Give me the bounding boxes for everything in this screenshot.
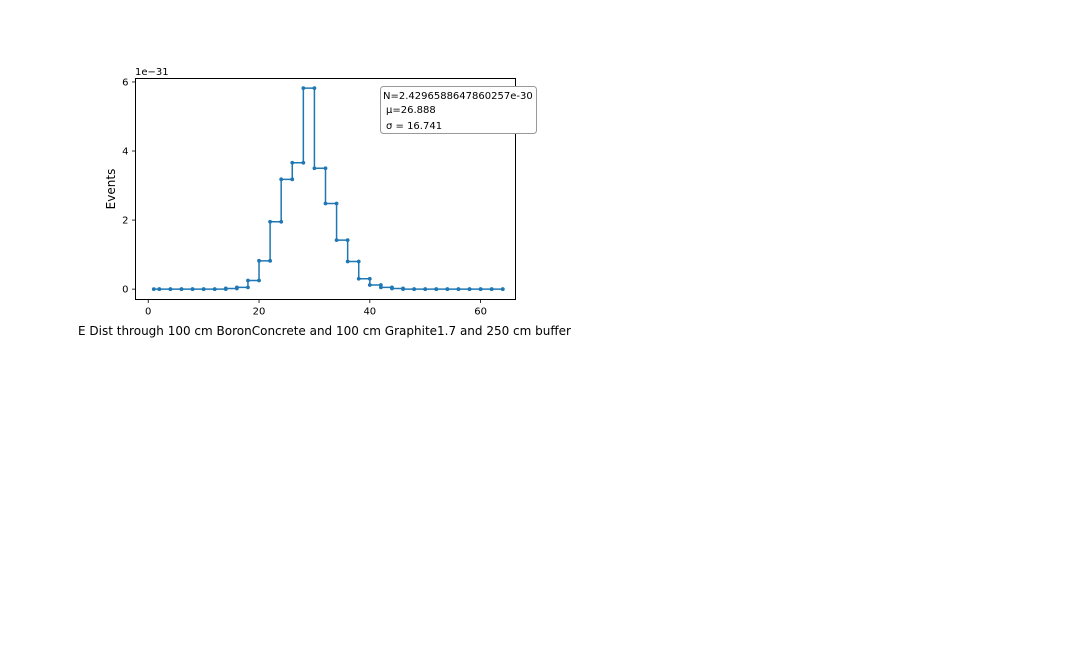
y-tick-label: 4 (122, 147, 128, 158)
data-point (334, 201, 339, 206)
data-point (223, 286, 228, 291)
y-offset-label: 1e−31 (135, 67, 169, 78)
data-point (246, 278, 250, 283)
data-point (201, 287, 206, 292)
y-tick-label: 0 (122, 285, 128, 296)
data-point (179, 287, 184, 292)
data-point (434, 287, 439, 292)
x-axis: 0 20 40 60 (145, 299, 487, 318)
data-point (301, 86, 306, 91)
data-point (467, 287, 472, 292)
data-point (312, 86, 317, 91)
axes-frame (135, 78, 516, 300)
data-point (445, 287, 450, 292)
data-point (323, 201, 328, 206)
data-point (401, 287, 405, 292)
data-point (234, 285, 239, 290)
data-point (334, 238, 339, 243)
data-point (367, 276, 372, 281)
y-axis: 0 2 4 6 (122, 77, 136, 296)
data-point (356, 276, 361, 281)
data-point (345, 238, 350, 243)
data-point (151, 287, 156, 292)
data-point (489, 287, 494, 292)
stats-box: N=2.4296588647860257e-30 μ=26.888 σ = 16… (380, 86, 537, 134)
data-point (290, 177, 295, 182)
data-point (456, 287, 461, 292)
stats-box-frame (380, 86, 537, 134)
data-point (212, 287, 217, 292)
stats-mu: μ=26.888 (386, 105, 436, 116)
data-point (390, 286, 394, 291)
plot-area (151, 86, 505, 292)
y-axis-label: Events (104, 169, 118, 210)
x-tick-label: 20 (253, 307, 266, 318)
data-point (157, 287, 162, 292)
data-point (323, 166, 328, 171)
data-point (312, 166, 317, 171)
data-point (500, 287, 505, 292)
data-point (378, 285, 383, 290)
data-point (301, 160, 306, 165)
data-point (345, 259, 350, 264)
data-point (268, 258, 273, 263)
data-point (279, 219, 284, 224)
x-axis-label: E Dist through 100 cm BoronConcrete and … (78, 324, 571, 338)
stats-n: N=2.4296588647860257e-30 (383, 91, 533, 102)
data-point (367, 283, 372, 287)
x-tick-label: 0 (145, 307, 151, 318)
y-tick-label: 2 (122, 216, 128, 227)
data-point (279, 177, 284, 182)
data-point (257, 278, 261, 283)
stats-sigma: σ = 16.741 (386, 121, 442, 132)
y-tick-label: 6 (122, 77, 128, 88)
data-point (257, 258, 261, 263)
data-point (268, 219, 273, 224)
data-point (190, 287, 195, 292)
data-point (168, 287, 173, 292)
data-point (412, 287, 417, 292)
x-tick-label: 40 (363, 307, 376, 318)
data-point (478, 287, 483, 292)
data-point (246, 285, 250, 290)
data-point (290, 160, 295, 165)
data-point (423, 287, 428, 292)
data-point (356, 259, 361, 264)
x-tick-label: 60 (474, 307, 487, 318)
